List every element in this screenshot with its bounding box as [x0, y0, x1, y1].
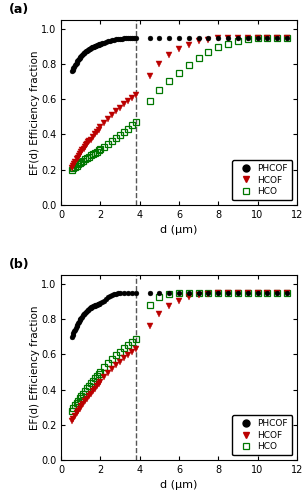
X-axis label: d (μm): d (μm) — [160, 480, 198, 490]
Text: (b): (b) — [9, 258, 30, 272]
Legend: PHCOF, HCOF, HCO: PHCOF, HCOF, HCO — [232, 160, 292, 200]
Legend: PHCOF, HCOF, HCO: PHCOF, HCOF, HCO — [232, 415, 292, 456]
Text: (a): (a) — [9, 4, 30, 16]
Y-axis label: EF(d) Efficiency fraction: EF(d) Efficiency fraction — [30, 306, 39, 430]
X-axis label: d (μm): d (μm) — [160, 226, 198, 235]
Y-axis label: EF(d) Efficiency fraction: EF(d) Efficiency fraction — [30, 50, 39, 174]
